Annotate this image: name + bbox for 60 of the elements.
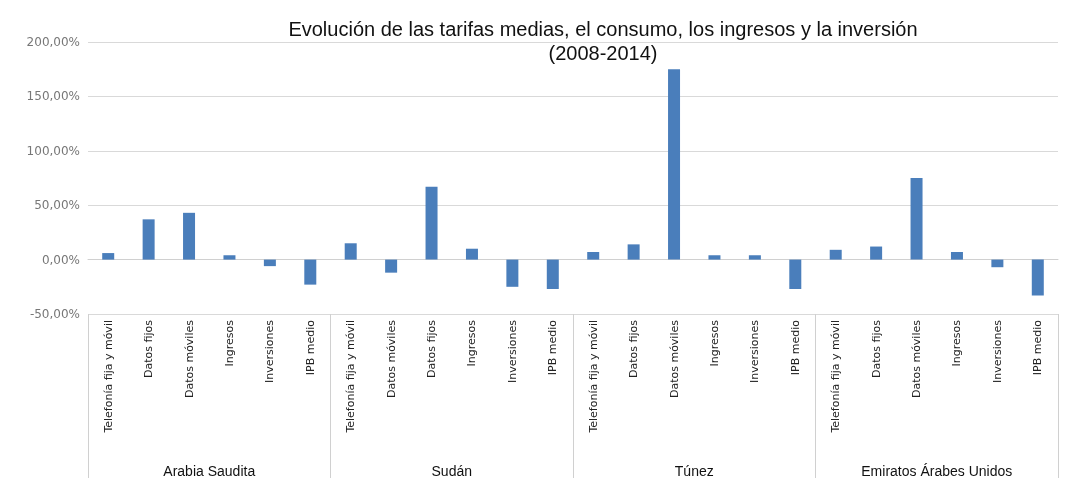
bar: [344, 243, 357, 260]
chart-title: Evolución de las tarifas medias, el consumo, los ingresos y la inversión: [288, 18, 918, 40]
bar: [304, 259, 317, 285]
x-tick-label: Inversiones: [990, 319, 1004, 384]
x-tick-label: Ingresos: [950, 319, 964, 367]
x-tick-label: IPB medio: [1031, 319, 1045, 376]
x-tick-label: Datos fijos: [869, 319, 883, 378]
bar: [1031, 259, 1044, 296]
bar: [385, 259, 398, 273]
x-tick-label: Telefonía fija y móvil: [586, 320, 600, 434]
bar: [627, 244, 640, 260]
x-tick-label: Telefonía fija y móvil: [344, 320, 358, 434]
x-tick-label: Inversiones: [748, 319, 762, 384]
y-tick-label: 0,00%: [41, 252, 80, 267]
text: Sudán: [431, 463, 472, 479]
x-tick-label: Datos móviles: [384, 319, 398, 399]
bar: [950, 251, 963, 260]
x-tick-label: Ingresos: [465, 319, 479, 367]
x-tick-label: IPB medio: [303, 319, 317, 376]
bar: [708, 255, 721, 260]
bar: [263, 259, 276, 267]
bar: [223, 255, 236, 260]
x-tick-label: Inversiones: [505, 319, 519, 384]
bar: [829, 249, 842, 260]
bar: [870, 246, 883, 260]
x-tick-label: Datos móviles: [667, 319, 681, 399]
x-tick-label: IPB medio: [546, 319, 560, 376]
y-tick-label: -50,00%: [29, 307, 80, 321]
bar: [587, 251, 600, 260]
bar: [142, 219, 155, 260]
text: Emiratos Árabes Unidos: [861, 463, 1013, 479]
y-tick-label: 200,00%: [26, 35, 80, 49]
text: Arabia Saudita: [163, 463, 256, 479]
bar: [425, 186, 438, 260]
bar: [546, 259, 559, 289]
x-tick-label: Datos fijos: [425, 319, 439, 378]
bar: [506, 259, 519, 287]
y-tick-label: 100,00%: [26, 143, 80, 158]
bar: [991, 259, 1004, 268]
x-tick-label: Inversiones: [263, 319, 277, 384]
x-tick-label: Datos fijos: [142, 319, 156, 378]
x-tick-label: Ingresos: [222, 319, 236, 367]
text: Túnez: [674, 463, 714, 479]
bar: [748, 255, 761, 260]
x-tick-label: IPB medio: [788, 319, 802, 376]
chart-subtitle: (2008-2014): [548, 42, 658, 64]
x-tick-label: Ingresos: [707, 319, 721, 367]
x-tick-label: Datos fijos: [627, 319, 641, 378]
x-tick-label: Telefonía fija y móvil: [829, 320, 843, 434]
bar: [668, 69, 681, 260]
bar: [102, 253, 115, 260]
bar: [465, 248, 478, 260]
bar: [183, 212, 196, 260]
x-tick-label: Datos móviles: [182, 319, 196, 399]
bar: [789, 259, 802, 289]
x-tick-label: Telefonía fija y móvil: [101, 320, 115, 434]
y-tick-label: 150,00%: [26, 89, 80, 104]
x-tick-label: Datos móviles: [910, 319, 924, 399]
y-tick-label: 50,00%: [34, 198, 80, 213]
bar: [910, 178, 923, 260]
